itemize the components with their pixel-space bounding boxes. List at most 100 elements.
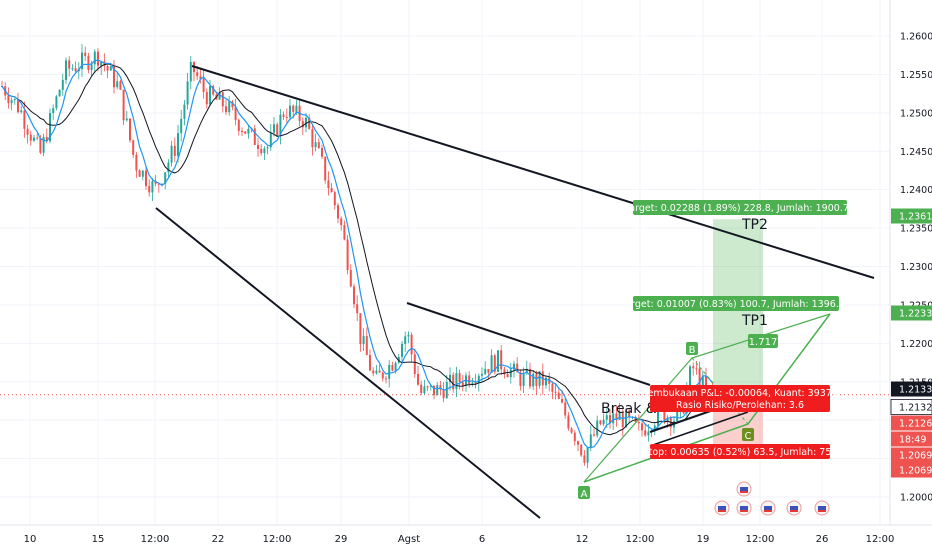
candle-body	[513, 363, 515, 370]
candle-body	[202, 78, 205, 92]
upper-trendline[interactable]	[191, 65, 875, 279]
price-tag-label: 1.23614	[899, 212, 932, 223]
candle-body	[509, 369, 512, 378]
flag-stripe	[718, 506, 726, 511]
candle-body	[615, 413, 618, 420]
candle-body	[356, 304, 359, 314]
candle-body	[333, 192, 336, 206]
price-tag	[891, 305, 932, 321]
candle-body	[308, 117, 311, 129]
candle-body	[369, 355, 371, 371]
candle-body	[20, 110, 23, 113]
candle-body	[423, 386, 426, 394]
flag-stripe	[718, 510, 726, 512]
target2-text: Target: 0.02288 (1.89%) 228.8, Jumlah: 1…	[624, 203, 855, 214]
flag-stripe	[740, 487, 748, 492]
candle-body	[276, 124, 279, 136]
price-tag-label: 1.21332	[899, 385, 932, 396]
candle-body	[81, 52, 83, 70]
candle-body	[548, 377, 551, 384]
candle-body	[119, 81, 122, 90]
candle-body	[410, 334, 413, 355]
flag-stripe	[764, 510, 772, 512]
flag-stripe	[740, 506, 748, 511]
grid	[0, 0, 890, 525]
candle-body	[372, 370, 375, 374]
candle-body	[449, 374, 451, 382]
inner-trendline[interactable]	[406, 302, 651, 386]
candle-body	[279, 114, 282, 136]
candle-body	[452, 374, 455, 390]
candle-body	[378, 370, 381, 373]
candle-body	[570, 428, 573, 433]
candle-body	[404, 336, 407, 344]
time-tick-label: 12	[576, 534, 589, 545]
ratio-label[interactable]: 1.717	[748, 334, 778, 348]
ratio-text: 1.717	[749, 337, 778, 348]
candle-body	[618, 412, 621, 420]
candle-body	[68, 60, 71, 69]
candle-body	[266, 147, 269, 149]
candle-body	[93, 51, 96, 65]
candle-body	[189, 61, 192, 82]
event-flags[interactable]	[714, 481, 830, 516]
time-tick-label: 10	[24, 534, 37, 545]
time-axis[interactable]: 10 15 12:00 22 12:00 29 Agst 6 12 12:00 19 12:00 26 1…	[24, 534, 895, 545]
candle-body	[471, 382, 474, 385]
pnl-box[interactable]: Pembukaan P&L: -0.00064, Kuant: 39370 Ra…	[642, 385, 838, 412]
candle-body	[113, 66, 115, 88]
candle-body	[164, 172, 167, 184]
candle-body	[487, 368, 490, 373]
candle-body	[260, 149, 263, 154]
candle-body	[237, 119, 240, 132]
candle-body	[253, 128, 256, 145]
candle-body	[535, 373, 538, 386]
candle-body	[122, 89, 125, 121]
candle-body	[263, 148, 266, 154]
candle-body	[33, 137, 35, 141]
time-tick-label: 12:00	[626, 534, 655, 545]
candle-body	[561, 398, 563, 403]
point-c-label[interactable]: C	[742, 428, 754, 442]
candle-body	[269, 132, 272, 148]
point-b-label[interactable]: B	[686, 342, 698, 356]
candle-body	[167, 162, 170, 173]
candle-body	[506, 374, 509, 378]
candle-body	[87, 55, 90, 70]
candle-body	[666, 417, 669, 423]
moving-average-fast	[1, 59, 713, 449]
point-a-label[interactable]: A	[578, 486, 590, 500]
candle-body	[170, 145, 173, 163]
flag-stripe	[740, 510, 748, 512]
candle-body	[538, 371, 541, 386]
pnl-line1: Pembukaan P&L: -0.00064, Kuant: 39370	[642, 388, 838, 399]
candle-body	[145, 170, 147, 186]
candle-body	[522, 372, 525, 386]
candle-body	[602, 419, 605, 425]
tp2-label: TP2	[741, 217, 768, 233]
candle-body	[314, 142, 317, 148]
stop-box[interactable]: Stop: 0.00635 (0.52%) 63.5, Jumlah: 750	[643, 444, 838, 459]
candle-body	[321, 148, 323, 157]
time-tick-label: 12:00	[141, 534, 170, 545]
trendlines[interactable]	[155, 65, 875, 519]
candle-body	[343, 225, 346, 240]
target1-box[interactable]: Target: 0.01007 (0.83%) 100.7, Jumlah: 1…	[620, 296, 851, 311]
candle-body	[676, 411, 679, 421]
candle-body	[439, 385, 442, 390]
time-tick-label: 15	[92, 534, 105, 545]
candle-body	[71, 68, 74, 70]
candle-body	[17, 98, 19, 113]
candle-body	[362, 336, 365, 345]
flag-stripe	[740, 491, 748, 493]
candle-body	[429, 385, 432, 387]
candle-body	[327, 180, 330, 189]
target2-box[interactable]: Target: 0.02288 (1.89%) 228.8, Jumlah: 1…	[624, 200, 855, 215]
lower-trendline[interactable]	[155, 207, 541, 519]
candle-body	[692, 366, 695, 369]
candle-body	[391, 365, 394, 371]
candle-body	[295, 105, 298, 112]
entry-arrow-2	[649, 411, 749, 447]
